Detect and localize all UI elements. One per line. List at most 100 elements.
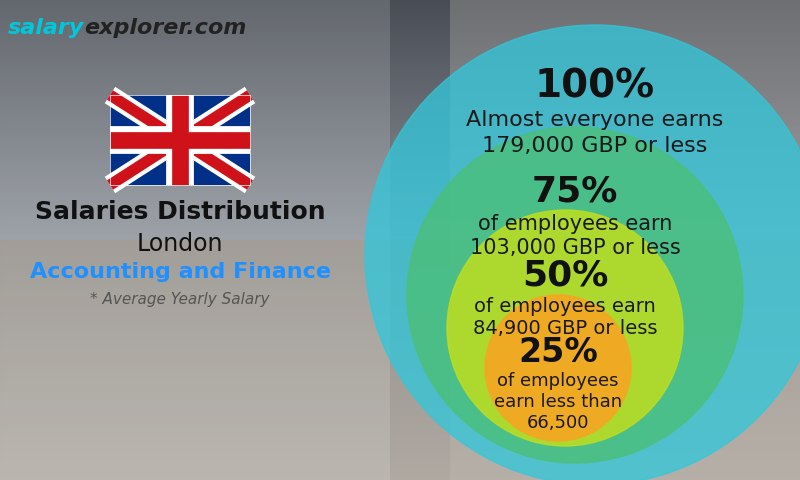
Bar bbox=[0, 334, 800, 335]
Bar bbox=[0, 84, 800, 85]
Bar bbox=[0, 234, 800, 235]
Bar bbox=[0, 447, 800, 448]
Bar bbox=[0, 70, 800, 71]
Bar bbox=[0, 132, 800, 133]
Bar bbox=[0, 300, 800, 301]
Bar bbox=[0, 331, 800, 332]
Bar bbox=[0, 459, 800, 460]
Bar bbox=[0, 250, 800, 251]
Bar bbox=[0, 391, 800, 392]
Bar bbox=[0, 21, 800, 22]
Bar bbox=[0, 457, 800, 458]
Bar bbox=[0, 397, 800, 398]
Bar bbox=[0, 122, 800, 124]
Text: 25%: 25% bbox=[518, 336, 598, 369]
Bar bbox=[0, 477, 800, 478]
Bar bbox=[0, 395, 800, 396]
Bar bbox=[0, 90, 800, 91]
Bar bbox=[0, 209, 800, 210]
Bar bbox=[0, 141, 800, 142]
Bar bbox=[0, 226, 800, 227]
Bar bbox=[0, 146, 800, 148]
Bar bbox=[0, 281, 800, 282]
Bar bbox=[0, 258, 800, 259]
Bar bbox=[0, 192, 800, 193]
Bar bbox=[0, 66, 800, 67]
Bar bbox=[0, 365, 800, 366]
Bar bbox=[0, 400, 800, 401]
Bar bbox=[0, 405, 800, 406]
Text: 179,000 GBP or less: 179,000 GBP or less bbox=[482, 136, 708, 156]
Bar bbox=[0, 305, 800, 306]
Bar bbox=[0, 193, 800, 194]
Bar bbox=[0, 106, 800, 107]
Bar bbox=[0, 229, 800, 230]
Bar bbox=[0, 0, 390, 480]
Bar bbox=[0, 232, 800, 233]
Bar bbox=[0, 463, 800, 464]
Bar bbox=[0, 474, 800, 475]
Bar bbox=[0, 461, 800, 462]
Bar bbox=[0, 374, 800, 375]
Bar bbox=[0, 135, 800, 137]
Bar bbox=[0, 378, 800, 379]
Bar bbox=[0, 252, 800, 253]
Bar bbox=[0, 76, 800, 77]
Bar bbox=[0, 282, 800, 283]
Bar bbox=[0, 441, 800, 442]
Bar bbox=[0, 143, 800, 144]
Bar bbox=[0, 451, 800, 452]
Bar bbox=[0, 411, 800, 412]
Bar bbox=[0, 444, 800, 445]
Bar bbox=[0, 79, 800, 80]
Bar bbox=[0, 381, 800, 382]
Bar bbox=[0, 384, 800, 385]
Bar bbox=[0, 4, 800, 5]
Bar bbox=[0, 329, 800, 330]
Bar bbox=[0, 274, 800, 275]
Text: * Average Yearly Salary: * Average Yearly Salary bbox=[90, 292, 270, 307]
Bar bbox=[0, 320, 800, 321]
Bar bbox=[0, 88, 800, 89]
Bar bbox=[0, 454, 800, 455]
Bar bbox=[0, 452, 800, 453]
Bar bbox=[0, 386, 800, 387]
Bar bbox=[0, 52, 800, 53]
Bar bbox=[0, 301, 800, 302]
Bar bbox=[0, 187, 800, 188]
Bar bbox=[0, 194, 800, 196]
Bar bbox=[0, 210, 800, 211]
Bar bbox=[0, 154, 800, 155]
Bar bbox=[0, 25, 800, 26]
Bar bbox=[0, 113, 800, 114]
Bar bbox=[0, 155, 800, 156]
Bar bbox=[0, 426, 800, 427]
Text: Almost everyone earns: Almost everyone earns bbox=[466, 110, 724, 130]
Bar bbox=[0, 475, 800, 476]
Bar bbox=[0, 199, 800, 201]
Bar bbox=[0, 326, 800, 327]
Bar bbox=[0, 183, 800, 185]
Bar bbox=[0, 385, 800, 386]
Bar bbox=[0, 102, 800, 103]
Bar bbox=[0, 402, 800, 403]
Bar bbox=[0, 37, 800, 38]
Bar bbox=[0, 375, 800, 376]
Bar bbox=[0, 354, 800, 355]
Bar bbox=[0, 246, 800, 247]
Bar bbox=[0, 174, 800, 175]
Bar bbox=[0, 284, 800, 285]
Bar bbox=[0, 248, 800, 249]
Bar bbox=[0, 30, 800, 31]
Bar bbox=[0, 372, 800, 373]
Bar bbox=[0, 266, 800, 267]
Bar bbox=[0, 407, 800, 408]
Text: 84,900 GBP or less: 84,900 GBP or less bbox=[473, 319, 658, 338]
Bar bbox=[0, 335, 800, 336]
Text: 100%: 100% bbox=[535, 68, 655, 106]
Bar bbox=[0, 77, 800, 78]
Bar bbox=[0, 23, 800, 24]
Bar bbox=[0, 432, 800, 433]
Bar bbox=[0, 275, 800, 276]
Bar bbox=[0, 313, 800, 314]
